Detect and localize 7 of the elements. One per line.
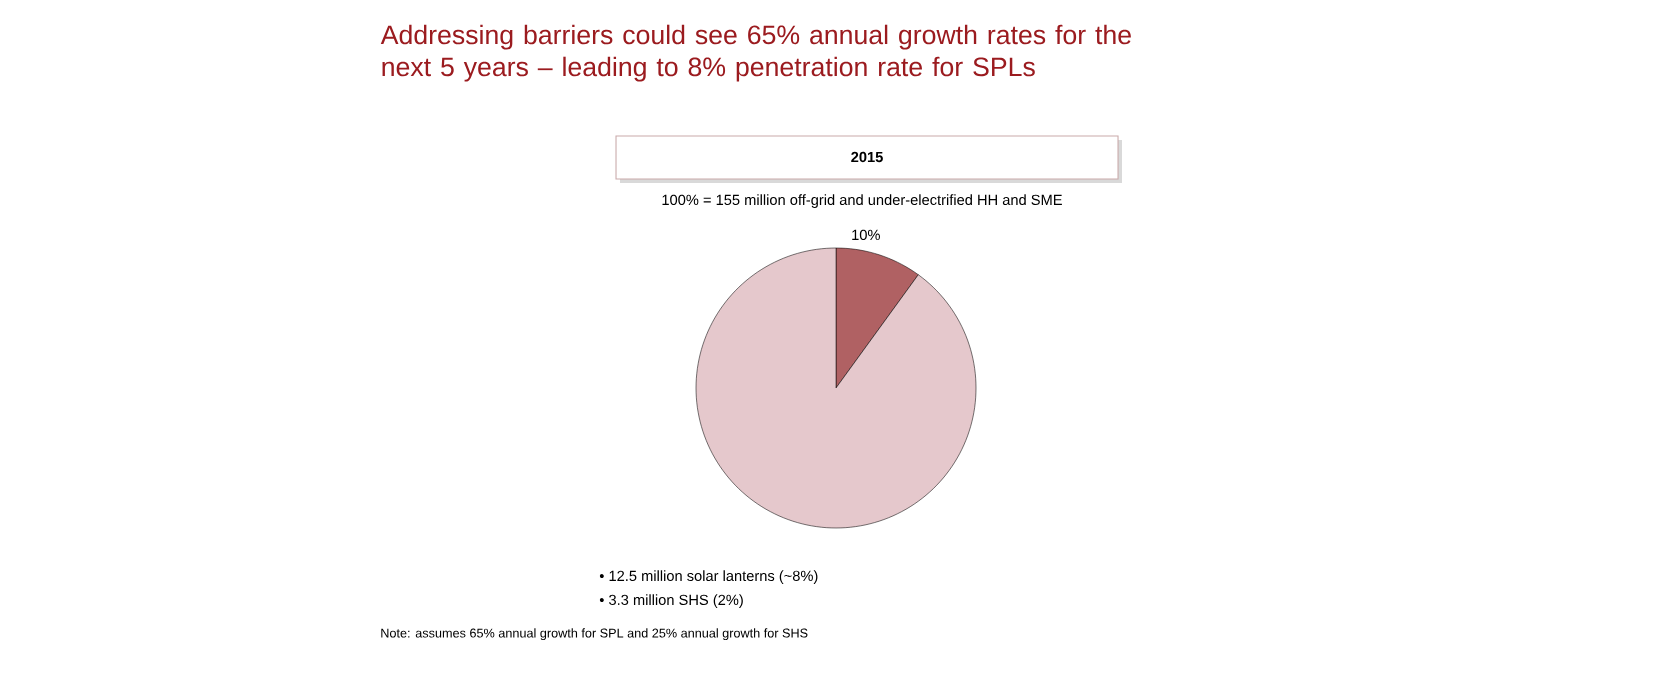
text: • 3.3 million SHS (2%) (599, 594, 743, 608)
text: Note: assumes 65% annual growth for SPL and 25% annual growth for SHS (381, 628, 808, 641)
text: • 12.5 million solar lanterns (~8%) (599, 570, 818, 584)
data-label: 10% (852, 229, 880, 241)
chart-subtitle: 2015 (851, 151, 883, 163)
chart-title: Addressing barriers could see 65% annual growth rates for the next 5 years – leading to 8% penetration rate for SPLs (380, 24, 1131, 82)
text: 100% = 155 million off-grid and under-electrified HH and SME (662, 194, 1062, 208)
